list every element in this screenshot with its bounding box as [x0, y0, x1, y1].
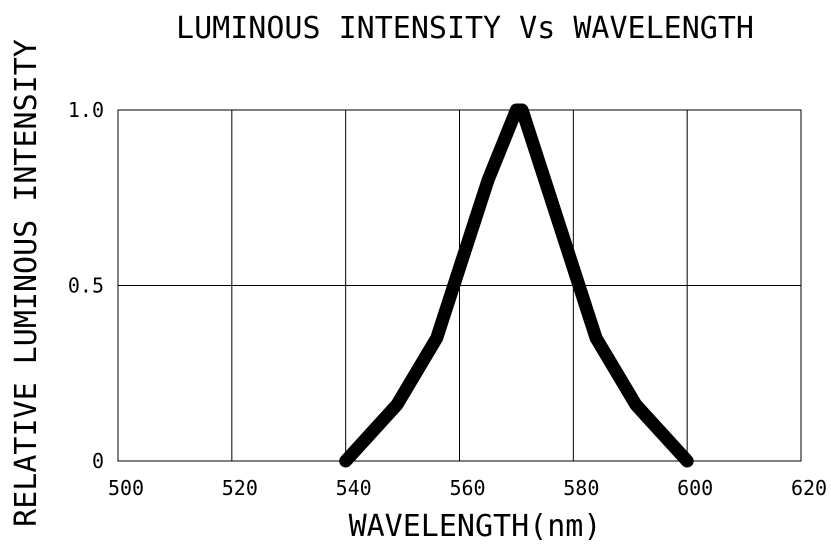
x-axis-label: WAVELENGTH(nm)	[349, 509, 602, 544]
x-tick-label: 620	[791, 476, 827, 500]
y-tick-label: 1.0	[68, 98, 104, 122]
y-tick-label: 0.5	[68, 274, 104, 298]
x-tick-label: 540	[336, 476, 372, 500]
tick-labels: 500 520 540 560 580 600 620 0 0.5 1.0	[68, 98, 827, 500]
series-layer	[339, 103, 694, 468]
series-line	[339, 103, 694, 468]
x-tick-label: 600	[677, 476, 713, 500]
x-tick-label: 580	[563, 476, 599, 500]
x-tick-label: 520	[222, 476, 258, 500]
y-tick-label: 0	[92, 449, 104, 473]
x-tick-label: 560	[449, 476, 485, 500]
y-axis-label: RELATIVE LUMINOUS INTENSITY	[9, 39, 44, 527]
x-tick-label: 500	[108, 476, 144, 500]
chart-title: LUMINOUS INTENSITY Vs WAVELENGTH	[176, 11, 754, 46]
plot-frame	[117, 109, 802, 462]
